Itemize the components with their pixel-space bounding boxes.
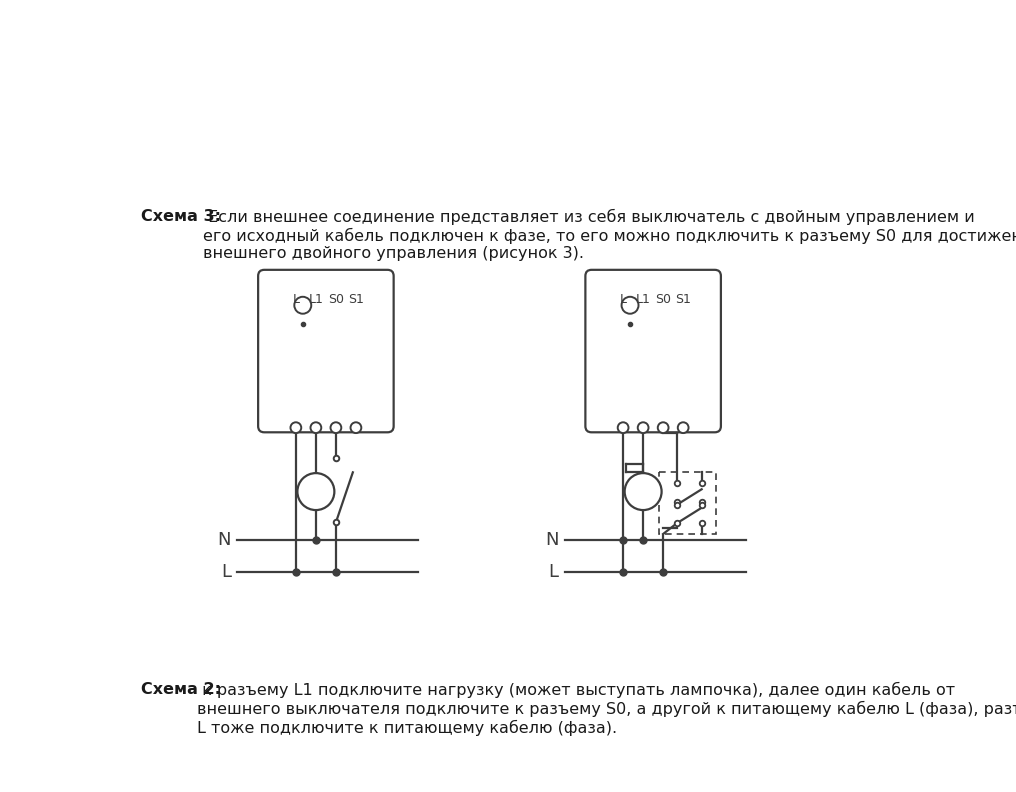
- Text: N: N: [217, 531, 232, 549]
- Text: L: L: [221, 563, 232, 581]
- Text: L1: L1: [636, 293, 650, 306]
- Circle shape: [618, 422, 629, 433]
- Text: L: L: [549, 563, 559, 581]
- FancyBboxPatch shape: [585, 270, 721, 432]
- Text: L: L: [293, 293, 300, 306]
- Text: S0: S0: [328, 293, 343, 306]
- Text: S0: S0: [655, 293, 672, 306]
- Circle shape: [311, 422, 321, 433]
- Text: S1: S1: [348, 293, 364, 306]
- Circle shape: [678, 422, 689, 433]
- Circle shape: [622, 297, 638, 314]
- Text: Схема 3:: Схема 3:: [141, 209, 221, 224]
- Circle shape: [638, 422, 648, 433]
- Text: Схема 2:: Схема 2:: [141, 682, 221, 697]
- FancyBboxPatch shape: [258, 270, 393, 432]
- Text: к разъему L1 подключите нагрузку (может выступать лампочка), далее один кабель о: к разъему L1 подключите нагрузку (может …: [197, 682, 1016, 736]
- Bar: [659, 472, 715, 534]
- Text: Если внешнее соединение представляет из себя выключатель с двойным управлением и: Если внешнее соединение представляет из …: [202, 209, 1016, 261]
- Text: S1: S1: [676, 293, 691, 306]
- Text: L1: L1: [309, 293, 323, 306]
- Circle shape: [625, 473, 661, 510]
- Text: N: N: [545, 531, 559, 549]
- Circle shape: [351, 422, 362, 433]
- Circle shape: [295, 297, 311, 314]
- Circle shape: [291, 422, 302, 433]
- Text: L: L: [620, 293, 627, 306]
- Circle shape: [657, 422, 669, 433]
- Circle shape: [330, 422, 341, 433]
- Circle shape: [298, 473, 334, 510]
